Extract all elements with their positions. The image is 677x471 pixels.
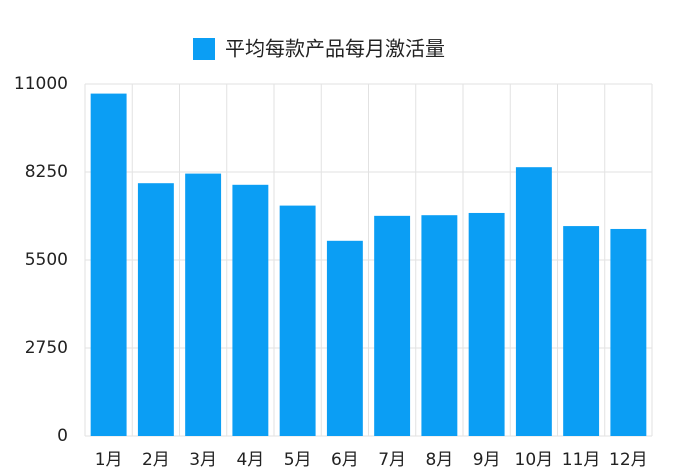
bar — [374, 215, 411, 436]
x-tick-label: 4月 — [236, 450, 264, 470]
bar — [515, 167, 552, 436]
bar — [279, 205, 316, 436]
bar — [468, 212, 505, 436]
x-tick-label: 6月 — [331, 450, 359, 470]
x-tick-label: 7月 — [378, 450, 406, 470]
x-tick-label: 12月 — [609, 450, 648, 470]
x-tick-label: 10月 — [515, 450, 554, 470]
y-tick-label: 2750 — [25, 338, 68, 358]
legend-swatch — [193, 38, 215, 60]
bar — [90, 93, 127, 436]
legend-label: 平均每款产品每月激活量 — [225, 37, 445, 61]
bar — [563, 226, 600, 436]
y-tick-label: 5500 — [25, 250, 68, 270]
x-tick-label: 8月 — [425, 450, 453, 470]
x-tick-label: 2月 — [142, 450, 170, 470]
x-tick-label: 3月 — [189, 450, 217, 470]
y-tick-label: 8250 — [25, 162, 68, 182]
x-tick-label: 5月 — [284, 450, 312, 470]
bar — [610, 228, 647, 436]
bar — [421, 215, 458, 436]
bar — [326, 240, 363, 436]
x-tick-label: 11月 — [562, 450, 601, 470]
bar — [232, 184, 269, 436]
bar — [185, 173, 222, 436]
y-tick-label: 11000 — [14, 74, 68, 94]
bar — [137, 183, 174, 436]
y-tick-label: 0 — [57, 426, 68, 446]
x-tick-label: 9月 — [473, 450, 501, 470]
x-tick-label: 1月 — [95, 450, 123, 470]
